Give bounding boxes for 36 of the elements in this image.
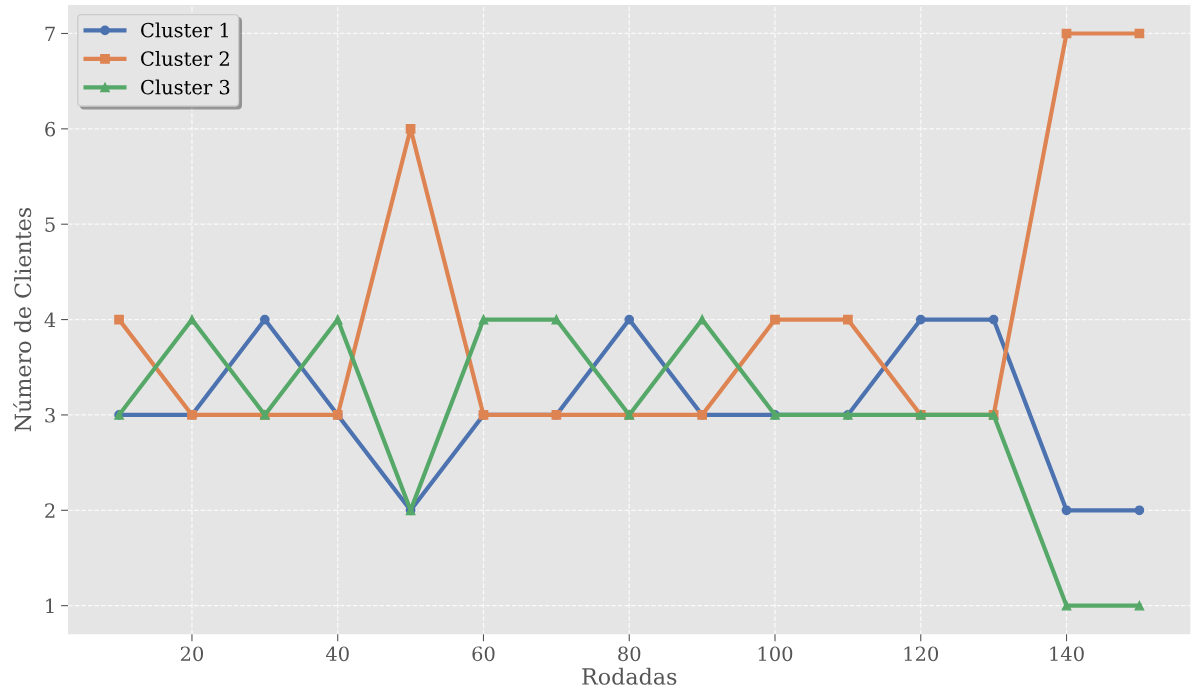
point xyxy=(988,314,999,325)
point xyxy=(624,314,635,325)
x-tick-label: 80 xyxy=(618,646,641,662)
x-tick-label: 140 xyxy=(1050,646,1084,662)
point xyxy=(697,314,707,325)
y-tick-label: 5 xyxy=(45,217,55,232)
y-tick-label: 1 xyxy=(46,598,54,614)
y-tick-label: 6 xyxy=(45,121,56,137)
point xyxy=(405,123,416,134)
legend-label: Cluster 1 xyxy=(141,22,229,38)
point xyxy=(1061,505,1072,516)
x-axis-title: Rodadas xyxy=(582,667,677,685)
x-tick-label: 100 xyxy=(758,646,793,662)
legend-label: Cluster 3 xyxy=(141,79,230,95)
point xyxy=(259,314,270,325)
legend-label: Cluster 2 xyxy=(141,50,229,66)
point xyxy=(114,314,124,325)
y-tick-label: 4 xyxy=(44,312,56,327)
point xyxy=(478,314,489,325)
x-tick-label: 20 xyxy=(180,646,204,662)
point xyxy=(770,314,780,325)
point xyxy=(332,314,343,325)
point xyxy=(1061,600,1072,611)
point xyxy=(1134,505,1145,516)
x-tick-label: 120 xyxy=(904,646,939,662)
y-tick-label: 2 xyxy=(45,503,55,518)
point xyxy=(915,314,926,325)
point xyxy=(551,314,562,325)
y-axis-title: Número de Clientes xyxy=(13,207,32,432)
y-tick-label: 3 xyxy=(45,407,55,423)
x-tick-label: 60 xyxy=(472,646,495,662)
point xyxy=(1134,600,1145,611)
y-tick-label: 7 xyxy=(45,26,55,41)
point xyxy=(187,314,197,325)
point xyxy=(843,314,853,325)
x-tick-label: 40 xyxy=(325,646,349,662)
